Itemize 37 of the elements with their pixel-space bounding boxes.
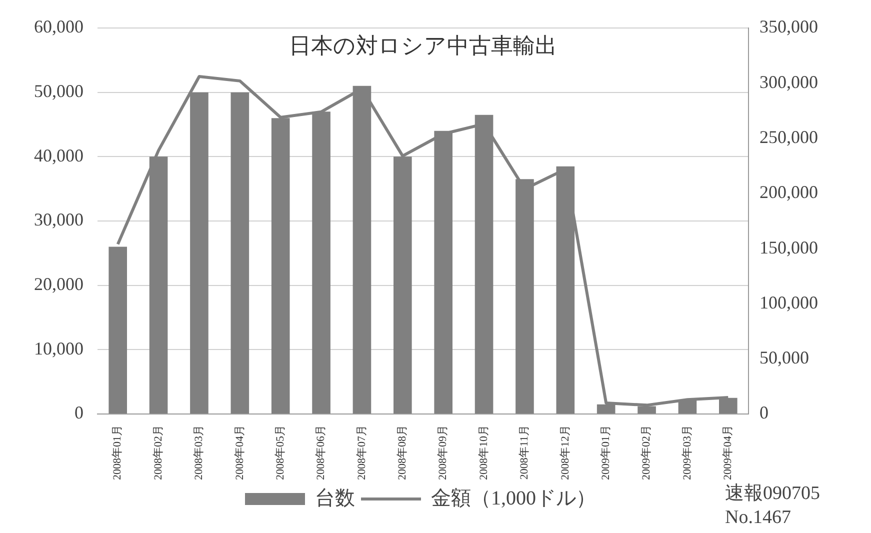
x-tick-label: 2008年04月 (234, 425, 246, 480)
y-tick-label: 20,000 (34, 274, 84, 294)
text: No.1467 (725, 506, 792, 530)
x-tick-label: 2008年03月 (193, 425, 206, 480)
legend-label: 金額（1,000ドル） (431, 487, 596, 510)
x-tick-label: 2009年02月 (640, 425, 653, 480)
x-tick-label: 2009年01月 (600, 425, 612, 480)
y-tick-label: 50,000 (34, 81, 84, 102)
x-tick-label: 2008年06月 (315, 425, 328, 480)
y2-tick-label: 250,000 (760, 127, 818, 148)
y2-tick-label: 300,000 (760, 72, 818, 92)
x-tick-label: 2008年09月 (437, 425, 450, 480)
x-tick-label: 2008年07月 (356, 425, 368, 480)
text: 速報090705 (725, 482, 820, 506)
x-tick-label: 2009年03月 (681, 425, 694, 480)
y2-tick-label: 200,000 (760, 182, 818, 202)
legend-label: 台数 (315, 487, 355, 510)
x-tick-label: 2008年12月 (559, 425, 572, 480)
bar (108, 246, 127, 414)
y-tick-label: 10,000 (34, 338, 84, 358)
x-tick-label: 2008年11月 (518, 425, 531, 480)
y2-tick-label: 50,000 (760, 348, 809, 368)
y-tick-label: 0 (74, 402, 84, 423)
x-tick-label: 2009年04月 (722, 425, 734, 480)
x-tick-label: 2008年10月 (478, 425, 490, 480)
y-tick-label: 40,000 (34, 145, 84, 166)
y2-tick-label: 0 (760, 402, 768, 423)
y2-tick-label: 100,000 (760, 292, 818, 312)
chart-title: 日本の対ロシア中古車輸出 (289, 32, 557, 58)
x-tick-label: 2008年02月 (152, 425, 164, 480)
y2-tick-label: 150,000 (760, 237, 818, 258)
y-tick-label: 30,000 (34, 210, 84, 230)
x-tick-label: 2008年08月 (396, 425, 409, 480)
y2-tick-label: 350,000 (760, 16, 818, 37)
y-tick-label: 60,000 (34, 16, 84, 37)
x-tick-label: 2008年01月 (112, 425, 124, 480)
x-tick-label: 2008年05月 (274, 425, 286, 480)
